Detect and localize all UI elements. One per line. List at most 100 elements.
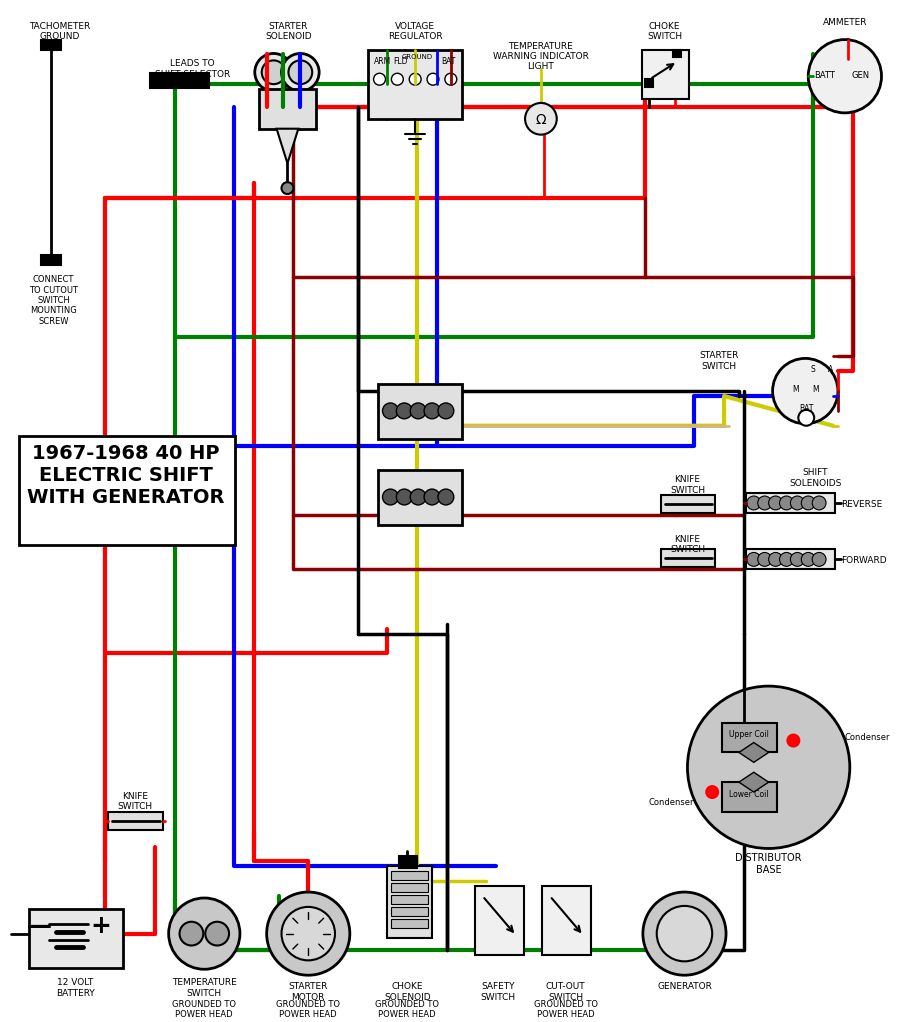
Bar: [258, 89, 316, 129]
Text: VOLTAGE
REGULATOR: VOLTAGE REGULATOR: [388, 21, 443, 41]
Circle shape: [410, 74, 421, 85]
Bar: [368, 49, 462, 119]
Circle shape: [779, 496, 794, 510]
Text: ARM: ARM: [374, 57, 392, 66]
Polygon shape: [276, 129, 298, 164]
Text: S: S: [811, 365, 815, 374]
Text: KNIFE
SWITCH: KNIFE SWITCH: [670, 535, 705, 554]
Text: KNIFE
SWITCH: KNIFE SWITCH: [670, 475, 705, 495]
Bar: [378, 384, 462, 438]
Bar: [392, 883, 428, 892]
Text: REVERSE: REVERSE: [841, 501, 882, 509]
Circle shape: [424, 490, 440, 505]
Bar: [378, 470, 462, 524]
Text: +: +: [90, 914, 111, 938]
Circle shape: [396, 403, 412, 419]
Text: TEMPERATURE
WARNING INDICATOR
LIGHT: TEMPERATURE WARNING INDICATOR LIGHT: [493, 42, 589, 72]
Polygon shape: [739, 773, 769, 792]
Bar: [746, 493, 835, 513]
Circle shape: [262, 60, 285, 84]
Circle shape: [769, 553, 782, 566]
Text: M: M: [792, 384, 798, 393]
Bar: [40, 40, 60, 49]
Circle shape: [392, 74, 403, 85]
Text: CONNECT
TO CUTOUT
SWITCH
MOUNTING
SCREW: CONNECT TO CUTOUT SWITCH MOUNTING SCREW: [29, 275, 78, 326]
Circle shape: [688, 686, 850, 848]
Text: LEADS TO
SHIFT SELECTOR: LEADS TO SHIFT SELECTOR: [155, 59, 230, 79]
Bar: [542, 886, 591, 956]
Text: GROUNDED TO
POWER HEAD: GROUNDED TO POWER HEAD: [375, 1000, 439, 1019]
Text: Condenser: Condenser: [845, 733, 890, 742]
Circle shape: [282, 182, 293, 194]
Text: TACHOMETER
GROUND: TACHOMETER GROUND: [29, 21, 90, 41]
Text: CHOKE
SOLENOID: CHOKE SOLENOID: [384, 982, 430, 1002]
Text: GENERATOR: GENERATOR: [657, 982, 712, 991]
Bar: [149, 74, 209, 88]
Text: SHIFT
SOLENOIDS: SHIFT SOLENOIDS: [789, 468, 842, 487]
Text: BATT: BATT: [814, 71, 835, 80]
Circle shape: [382, 490, 399, 505]
Bar: [474, 886, 524, 956]
Text: BAT: BAT: [799, 405, 814, 413]
Circle shape: [657, 905, 712, 962]
Circle shape: [205, 922, 229, 945]
Text: Ω: Ω: [536, 112, 546, 127]
Circle shape: [779, 553, 794, 566]
Bar: [746, 550, 835, 569]
Text: GROUNDED TO
POWER HEAD: GROUNDED TO POWER HEAD: [534, 1000, 598, 1019]
Circle shape: [525, 103, 557, 135]
Bar: [661, 550, 716, 567]
Text: DISTRIBUTOR
BASE: DISTRIBUTOR BASE: [735, 853, 802, 875]
Text: FORWARD: FORWARD: [841, 556, 886, 565]
Circle shape: [374, 74, 385, 85]
Circle shape: [424, 403, 440, 419]
Bar: [19, 435, 235, 545]
Text: STARTER
SWITCH: STARTER SWITCH: [699, 352, 739, 371]
Circle shape: [747, 496, 760, 510]
Text: TEMPERATURE
SWITCH: TEMPERATURE SWITCH: [172, 978, 237, 997]
Circle shape: [790, 496, 805, 510]
Text: GEN: GEN: [851, 71, 869, 80]
Bar: [672, 49, 680, 57]
Bar: [400, 856, 418, 869]
Circle shape: [428, 74, 439, 85]
Bar: [392, 919, 428, 928]
Circle shape: [801, 496, 815, 510]
Bar: [40, 256, 60, 266]
Circle shape: [812, 553, 826, 566]
Circle shape: [790, 553, 805, 566]
Text: GROUNDED TO
POWER HEAD: GROUNDED TO POWER HEAD: [276, 1000, 340, 1019]
Text: 1967-1968 40 HP
ELECTRIC SHIFT
WITH GENERATOR: 1967-1968 40 HP ELECTRIC SHIFT WITH GENE…: [27, 444, 225, 507]
Bar: [388, 867, 432, 937]
Circle shape: [798, 410, 814, 426]
Bar: [722, 723, 777, 752]
Circle shape: [179, 922, 203, 945]
Circle shape: [266, 892, 350, 975]
Text: GROUND: GROUND: [401, 54, 433, 60]
Circle shape: [812, 496, 826, 510]
Circle shape: [808, 40, 881, 112]
Text: Lower Coil: Lower Coil: [729, 790, 769, 798]
Circle shape: [288, 60, 312, 84]
Text: A: A: [828, 365, 833, 374]
Text: GROUNDED TO
POWER HEAD: GROUNDED TO POWER HEAD: [172, 1000, 237, 1019]
Circle shape: [788, 735, 799, 746]
Bar: [642, 49, 689, 99]
Circle shape: [396, 490, 412, 505]
Circle shape: [772, 359, 838, 424]
Text: —: —: [26, 914, 51, 938]
Circle shape: [410, 490, 426, 505]
Circle shape: [747, 553, 760, 566]
Bar: [108, 811, 163, 830]
Circle shape: [438, 403, 454, 419]
Circle shape: [282, 53, 320, 91]
Text: Condenser: Condenser: [649, 798, 695, 807]
Text: 12 VOLT
BATTERY: 12 VOLT BATTERY: [56, 978, 95, 997]
Text: Upper Coil: Upper Coil: [729, 730, 769, 739]
Bar: [645, 79, 652, 87]
Circle shape: [758, 496, 771, 510]
Circle shape: [643, 892, 726, 975]
Text: STARTER
MOTOR: STARTER MOTOR: [289, 982, 328, 1002]
Circle shape: [282, 907, 335, 961]
Bar: [392, 895, 428, 903]
